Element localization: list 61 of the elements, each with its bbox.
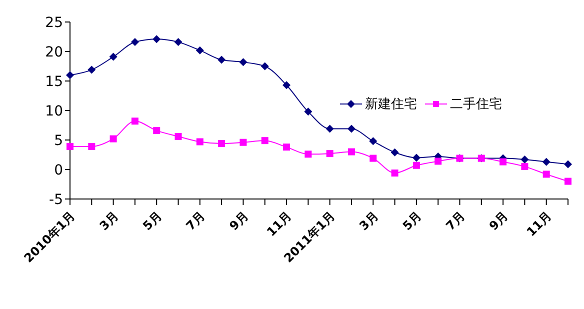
point [66, 71, 74, 80]
point [521, 163, 528, 170]
point [391, 170, 398, 177]
point [304, 150, 312, 158]
point [412, 162, 420, 169]
x-tick-label: 11月 [264, 208, 294, 240]
point [304, 108, 312, 116]
point [261, 137, 268, 144]
point [412, 154, 420, 162]
x-tick-label: 9月 [226, 208, 251, 234]
y-tick-label: 5 [54, 132, 63, 149]
x-tick-label: 7月 [183, 208, 208, 234]
point [390, 148, 399, 156]
point [109, 52, 118, 61]
point [152, 35, 161, 44]
point [66, 142, 74, 150]
y-tick-label: 20 [45, 44, 63, 60]
point [110, 135, 117, 142]
point [282, 81, 291, 90]
y-tick-label: -5 [49, 192, 63, 208]
point [326, 124, 334, 133]
point [564, 178, 572, 185]
point [88, 142, 96, 150]
point [542, 158, 550, 166]
point [347, 124, 356, 133]
point [564, 160, 572, 168]
y-tick-label: 0 [54, 162, 63, 178]
point [542, 170, 550, 178]
x-tick-label: 9月 [486, 208, 511, 234]
point [88, 66, 96, 74]
y-tick-label: 15 [45, 74, 63, 90]
legend-label: 新建住宅 [364, 96, 417, 113]
point [239, 58, 248, 66]
point [130, 38, 139, 46]
x-tick-label: 5月 [140, 208, 164, 234]
point [326, 150, 334, 158]
point [196, 138, 204, 146]
point [369, 137, 378, 146]
point [260, 62, 269, 70]
y-tick-label: 10 [45, 103, 63, 120]
point [370, 154, 377, 162]
point [131, 118, 138, 125]
point [500, 158, 507, 166]
y-tick-label: 25 [45, 14, 63, 31]
point [348, 148, 355, 156]
point [240, 138, 247, 146]
legend-label: 二手住宅 [449, 96, 502, 113]
point [218, 140, 226, 148]
point [174, 38, 182, 46]
x-tick-label: 7月 [443, 208, 468, 234]
point [196, 46, 204, 54]
point [153, 127, 160, 134]
point [283, 144, 290, 151]
x-tick-label: 5月 [400, 208, 424, 234]
point [174, 132, 182, 140]
point [218, 56, 226, 64]
x-tick-label: 11月 [524, 208, 554, 240]
x-tick-label: 3月 [356, 208, 381, 234]
point [434, 158, 442, 165]
point [520, 155, 529, 164]
x-tick-label: 3月 [96, 208, 122, 234]
